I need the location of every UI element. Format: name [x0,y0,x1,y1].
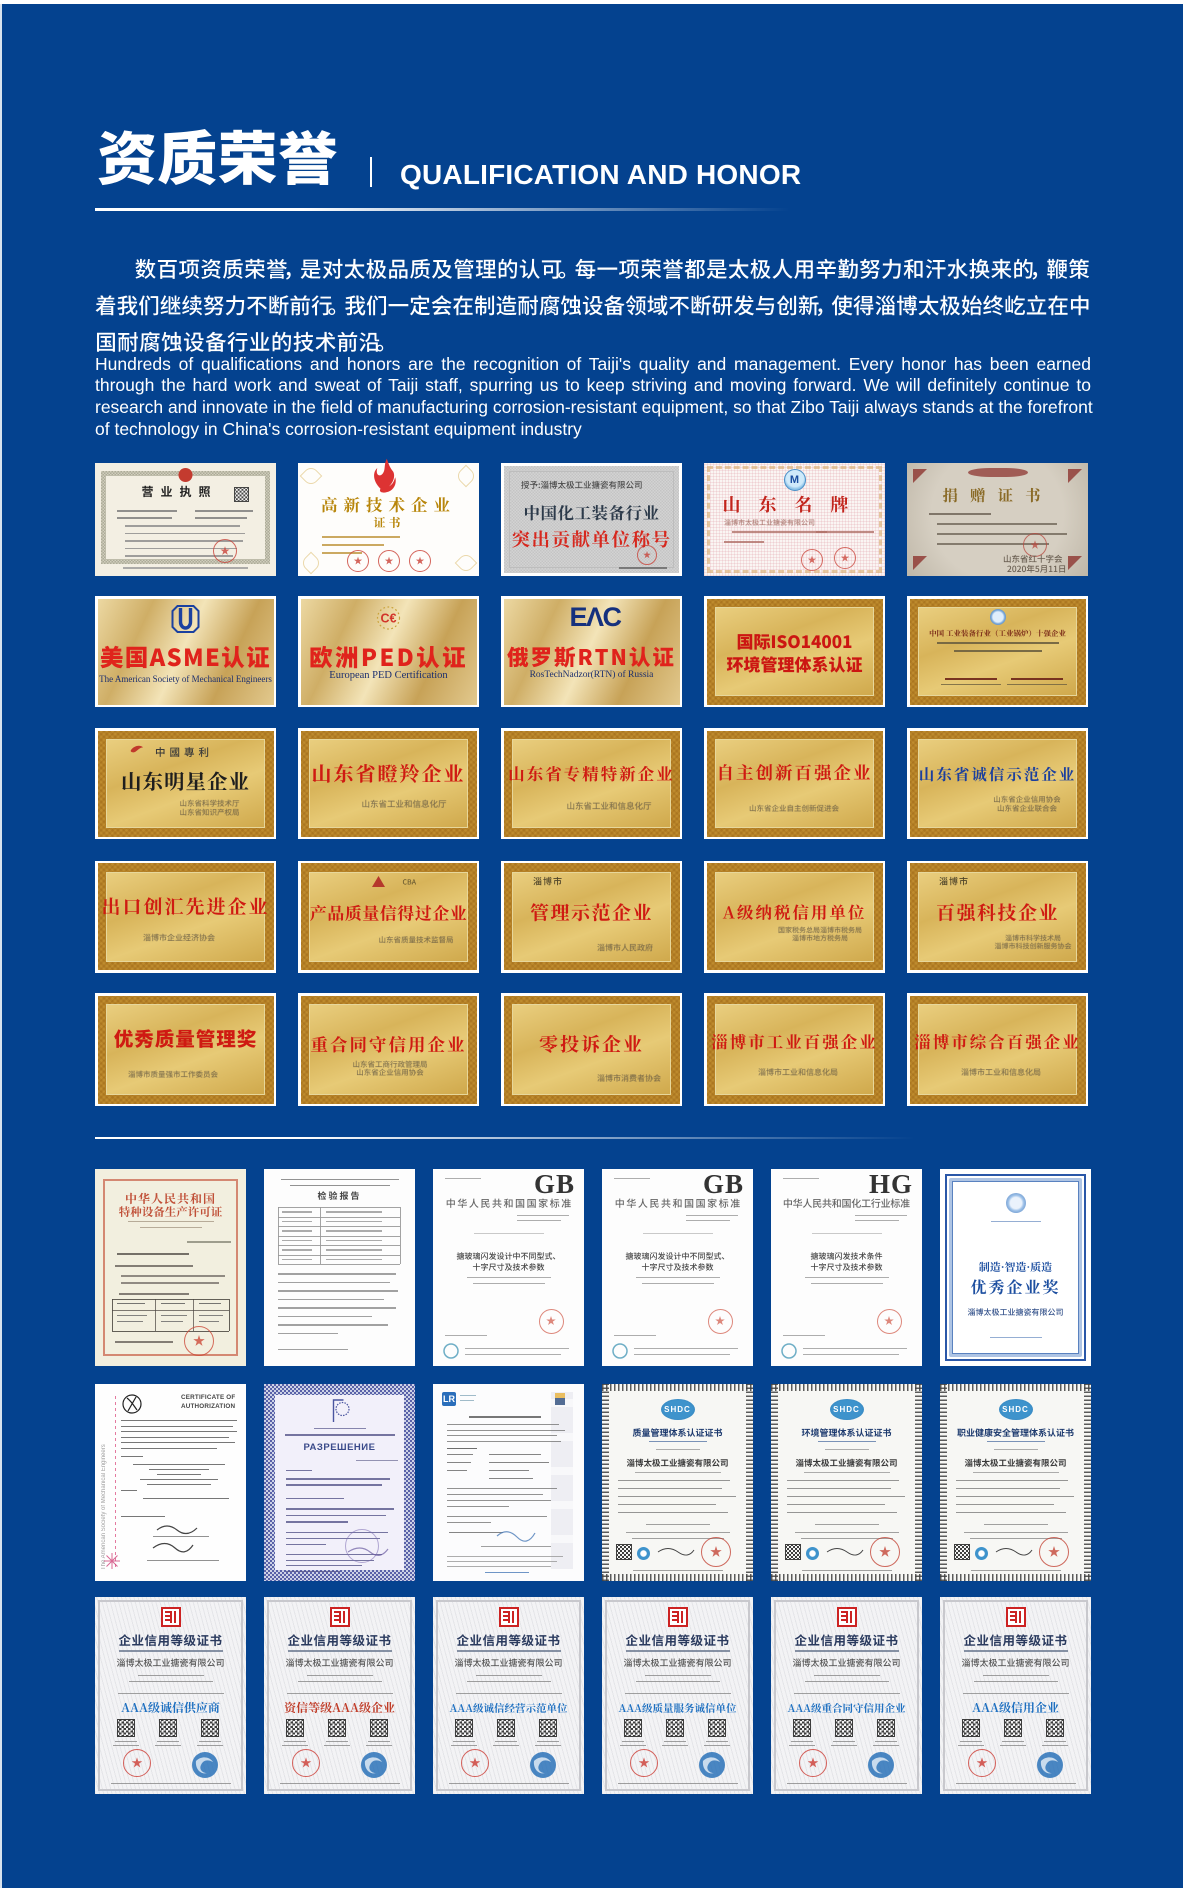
svg-text:C€: C€ [381,612,397,626]
